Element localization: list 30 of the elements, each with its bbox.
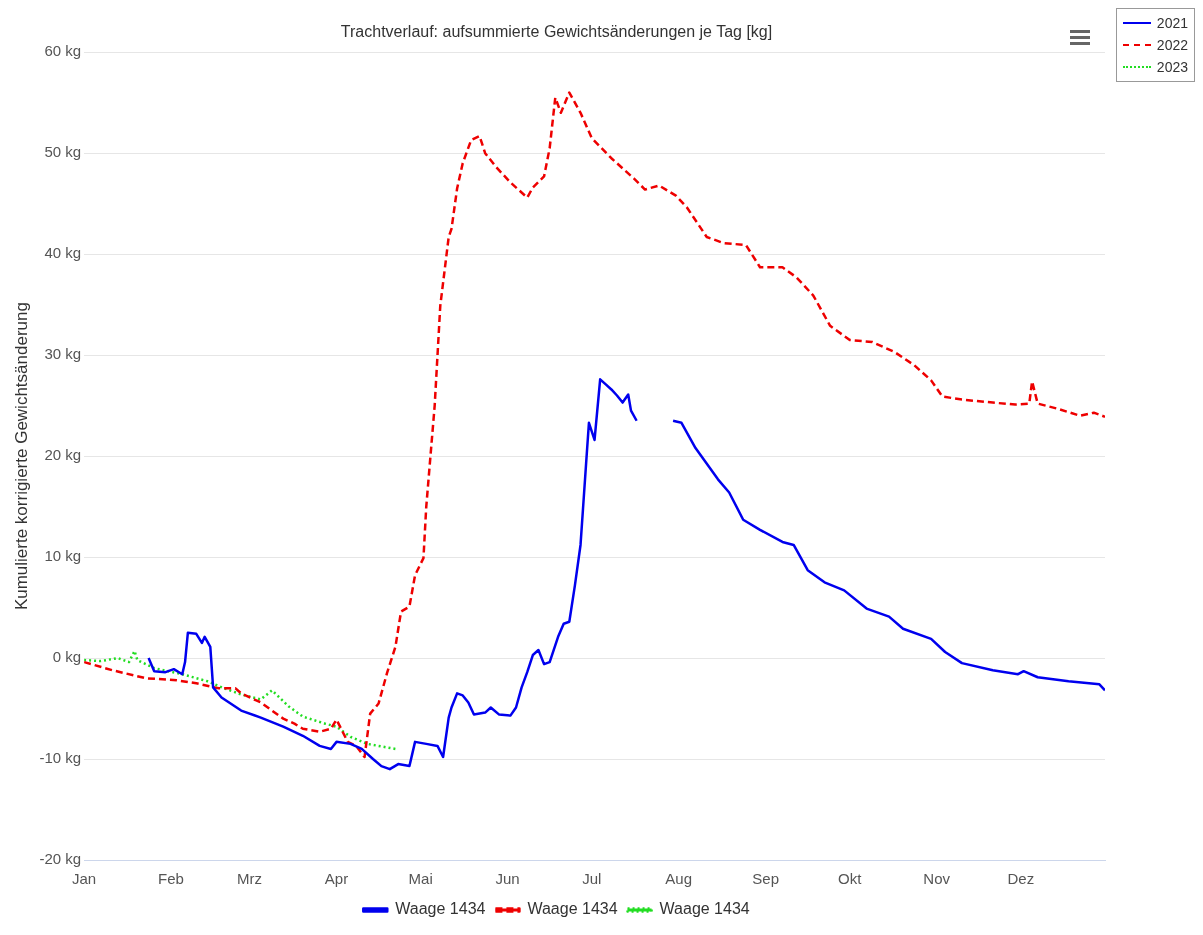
y-tick-label: 0 kg: [52, 648, 82, 666]
y-tick-label: 20 kg: [44, 446, 82, 464]
x-tick-label: Feb: [158, 870, 184, 888]
chart-title: Trachtverlauf: aufsummierte Gewichtsänderungen je Tag [kg]: [340, 23, 773, 41]
x-tick-label: Mai: [408, 870, 433, 888]
x-tick-label: Mrz: [237, 870, 263, 888]
y-tick-label: 60 kg: [44, 42, 82, 60]
y-axis-title: Kumulierte korrigierte Gewichtsänderung: [11, 302, 31, 611]
text: 2021: [1156, 14, 1188, 33]
x-tick-label: Apr: [324, 870, 349, 888]
x-tick-label: Okt: [838, 870, 863, 888]
y-tick-label: 30 kg: [44, 345, 82, 363]
x-tick-label: Sep: [752, 870, 779, 888]
line-series: [84, 649, 397, 751]
x-tick-label: Jul: [582, 870, 602, 888]
x-tick-label: Jan: [72, 870, 97, 888]
x-tick-label: Dez: [1007, 870, 1035, 888]
y-tick-label: -20 kg: [39, 850, 82, 868]
x-tick-label: Aug: [665, 870, 693, 888]
text: 2023: [1156, 58, 1188, 77]
x-tick-label: Jun: [495, 870, 520, 888]
legend-label: Waage 1434: [659, 900, 750, 918]
y-tick-label: 40 kg: [44, 244, 82, 262]
y-tick-label: 50 kg: [44, 143, 82, 161]
y-tick-label: -10 kg: [39, 749, 82, 767]
text: 2022: [1156, 36, 1188, 55]
x-tick-label: Nov: [923, 870, 951, 888]
legend-label: Waage 1434: [527, 900, 618, 918]
legend-label: Waage 1434: [395, 900, 486, 918]
y-tick-label: 10 kg: [44, 547, 82, 565]
